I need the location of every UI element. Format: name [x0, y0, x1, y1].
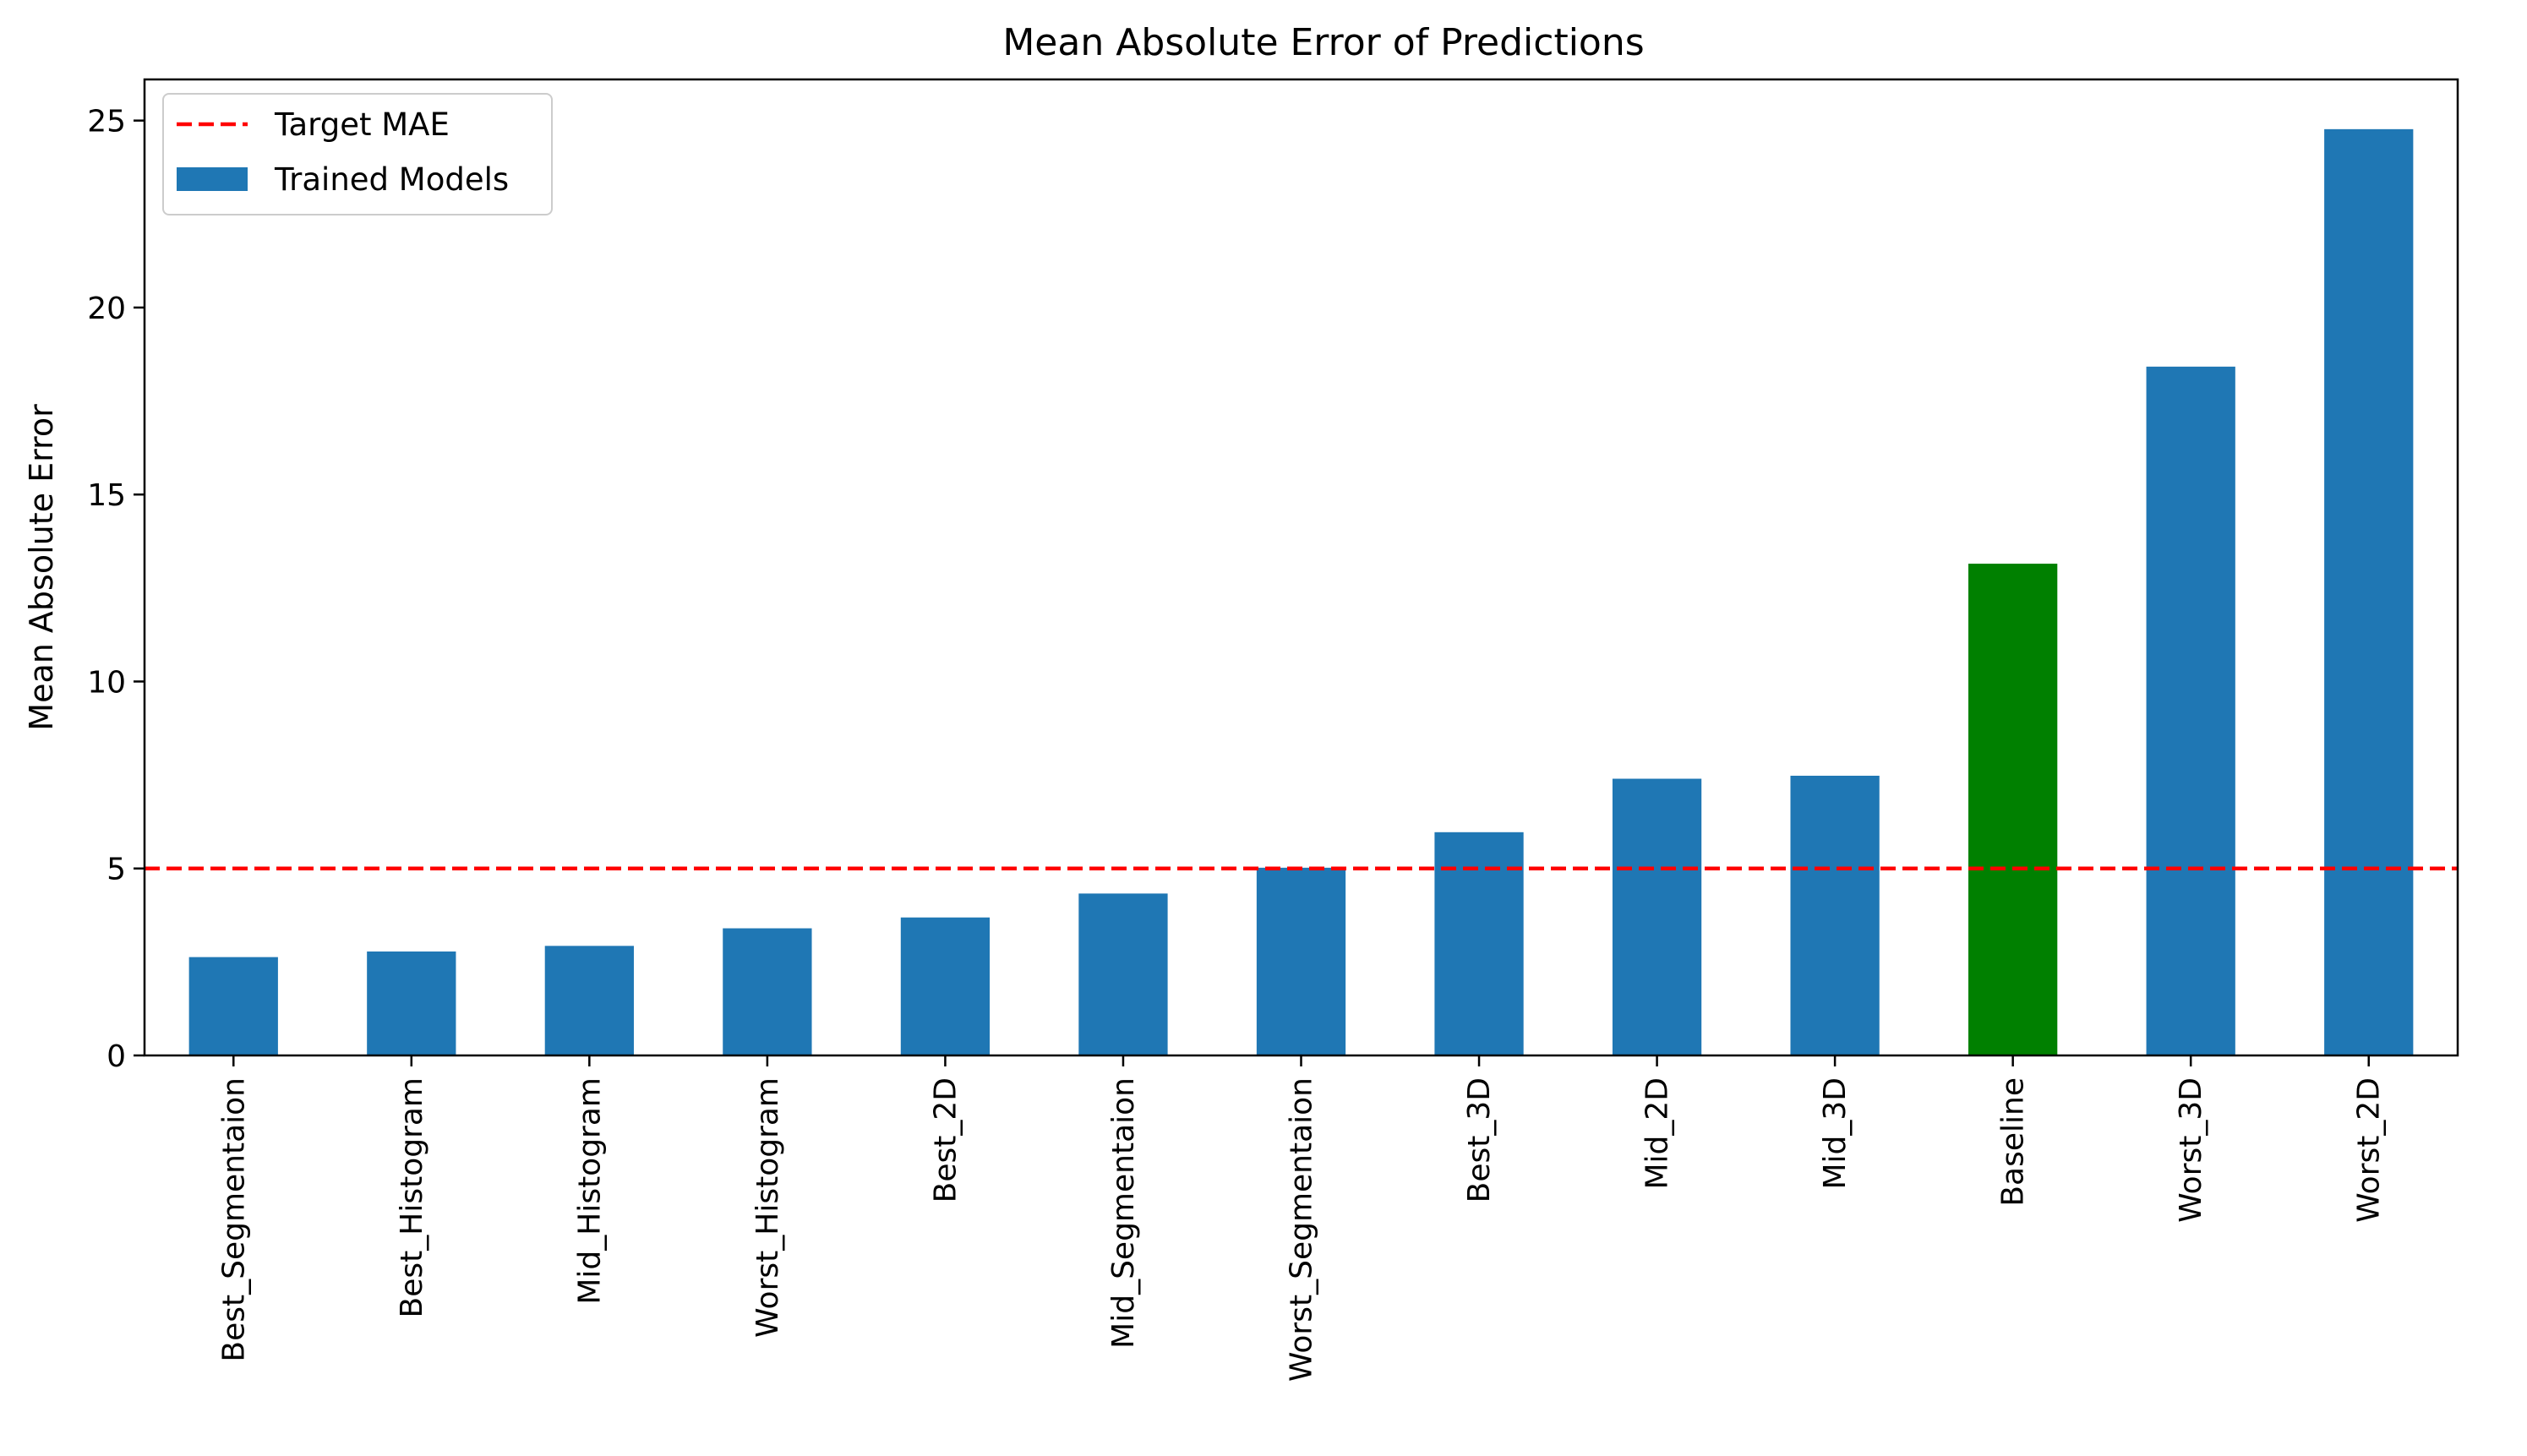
- y-axis: 0 5 10 15 20 25: [87, 105, 145, 1074]
- legend-swatch-trained-models: [177, 167, 248, 191]
- bar-mid_3d: [1790, 775, 1880, 1055]
- legend-label: Trained Models: [274, 161, 509, 198]
- y-tick-label: 0: [106, 1039, 126, 1074]
- x-tick-label: Best_3D: [1462, 1077, 1497, 1202]
- bar-best_histogram: [367, 951, 456, 1055]
- x-tick-label: Mid_Histogram: [572, 1077, 607, 1305]
- y-tick-label: 10: [87, 665, 126, 700]
- y-tick-label: 5: [106, 853, 126, 887]
- y-tick-label: 15: [87, 478, 126, 513]
- bar-baseline: [1968, 564, 2058, 1055]
- x-tick-label: Baseline: [1996, 1077, 2031, 1207]
- x-tick-label: Worst_Histogram: [750, 1077, 785, 1338]
- y-axis-label: Mean Absolute Error: [23, 404, 60, 731]
- x-tick-label: Best_Segmentaion: [216, 1077, 251, 1362]
- bar-mid_2d: [1612, 778, 1702, 1055]
- x-tick-label: Best_Histogram: [395, 1077, 429, 1317]
- x-tick-label: Worst_3D: [2174, 1077, 2208, 1223]
- chart-title: Mean Absolute Error of Predictions: [1002, 21, 1644, 64]
- x-axis: Best_Segmentaion Best_Histogram Mid_Histog…: [216, 1055, 2387, 1382]
- bar-best_2d: [900, 917, 991, 1055]
- legend-label: Target MAE: [274, 106, 450, 143]
- bar-best_segmentaion: [188, 957, 278, 1055]
- bar-mid_segmentaion: [1078, 893, 1168, 1055]
- legend: Target MAE Trained Models: [162, 93, 553, 215]
- legend-box: [162, 93, 553, 215]
- x-tick-label: Mid_2D: [1640, 1077, 1675, 1190]
- y-tick-label: 25: [87, 105, 126, 139]
- bar-worst_3d: [2146, 366, 2235, 1055]
- y-tick-label: 20: [87, 292, 126, 326]
- x-tick-label: Worst_2D: [2352, 1077, 2387, 1223]
- bar-worst_segmentaion: [1256, 867, 1346, 1055]
- x-tick-label: Best_2D: [928, 1077, 963, 1202]
- bar-worst_2d: [2324, 128, 2414, 1055]
- x-tick-label: Mid_3D: [1818, 1077, 1853, 1190]
- bars-group: [188, 128, 2414, 1055]
- bar-mid_histogram: [544, 946, 634, 1055]
- bar-worst_histogram: [723, 928, 812, 1055]
- x-tick-label: Worst_Segmentaion: [1285, 1077, 1319, 1382]
- x-tick-label: Mid_Segmentaion: [1106, 1077, 1141, 1349]
- bar-best_3d: [1434, 832, 1524, 1055]
